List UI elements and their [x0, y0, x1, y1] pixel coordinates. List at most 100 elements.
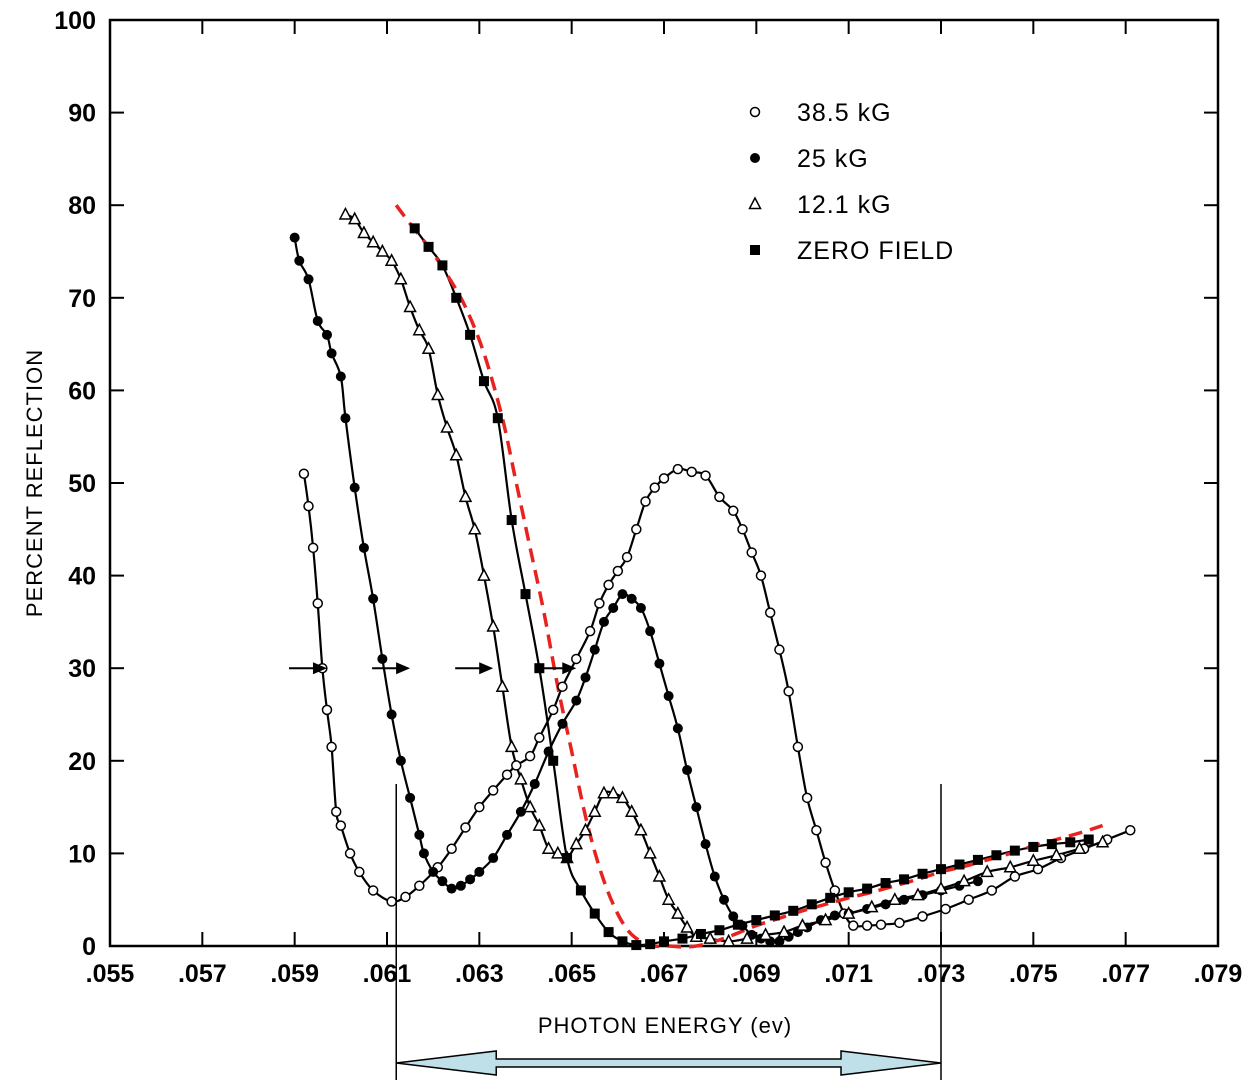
data-point-zero-field	[645, 939, 656, 950]
data-point-zero-field	[880, 878, 891, 889]
data-point-25-kg	[682, 765, 693, 776]
data-point-12-1-kg	[888, 892, 902, 905]
x-axis-label: PHOTON ENERGY (ev)	[538, 1013, 792, 1038]
data-point-12-1-kg	[375, 243, 390, 257]
data-point-12-1-kg	[865, 899, 879, 913]
axis-ticks: .055.057.059.061.063.065.067.069.071.073…	[54, 7, 1242, 988]
data-point-25-kg	[691, 802, 702, 813]
data-point-38-5-kg	[986, 885, 998, 896]
data-point-12-1-kg	[911, 887, 925, 901]
data-point-25-kg	[465, 874, 476, 885]
data-point-38-5-kg	[386, 896, 397, 907]
data-point-12-1-kg	[634, 822, 648, 836]
data-point-38-5-kg	[367, 885, 379, 896]
data-point-12-1-kg	[403, 299, 417, 313]
data-point-38-5-kg	[344, 848, 356, 859]
data-point-zero-field	[562, 853, 573, 864]
data-point-38-5-kg	[511, 760, 522, 771]
data-point-25-kg	[571, 695, 582, 706]
data-point-25-kg	[589, 644, 600, 655]
data-point-25-kg	[972, 876, 983, 887]
data-point-zero-field	[751, 915, 762, 926]
data-point-38-5-kg	[547, 704, 559, 716]
data-point-25-kg	[580, 672, 591, 683]
data-point-38-5-kg	[737, 524, 748, 535]
y-axis-label: PERCENT REFLECTION	[22, 349, 47, 617]
data-point-12-1-kg	[486, 618, 500, 632]
data-point-12-1-kg	[1072, 841, 1087, 855]
data-point-38-5-kg	[524, 750, 536, 762]
data-point-zero-field	[478, 376, 489, 387]
data-point-zero-field	[465, 329, 476, 340]
data-point-12-1-kg	[467, 521, 482, 535]
data-point-25-kg	[428, 866, 439, 877]
data-point-38-5-kg	[672, 463, 684, 475]
data-point-38-5-kg	[774, 644, 785, 655]
data-point-25-kg	[709, 871, 720, 882]
data-point-12-1-kg	[795, 918, 810, 931]
data-point-zero-field	[659, 936, 669, 947]
data-point-12-1-kg	[504, 739, 519, 753]
data-point-zero-field	[603, 927, 614, 938]
data-point-zero-field	[695, 928, 706, 939]
data-point-38-5-kg	[848, 920, 859, 931]
data-point-38-5-kg	[631, 524, 642, 535]
data-point-zero-field	[1009, 845, 1020, 856]
data-point-38-5-kg	[649, 482, 661, 493]
data-point-38-5-kg	[298, 468, 310, 479]
data-point-25-kg	[543, 746, 554, 757]
y-tick-label: 90	[68, 100, 96, 128]
data-point-12-1-kg	[532, 818, 547, 831]
data-point-38-5-kg	[326, 741, 337, 753]
data-point-12-1-kg	[440, 419, 454, 433]
data-point-38-5-kg	[1009, 871, 1021, 882]
data-point-zero-field	[506, 515, 517, 526]
legend-marker	[748, 196, 762, 210]
data-point-25-kg	[515, 806, 526, 817]
data-point-zero-field	[631, 940, 642, 951]
data-point-25-kg	[502, 829, 513, 840]
data-point-38-5-kg	[658, 473, 670, 484]
data-point-zero-field	[769, 910, 780, 921]
data-point-38-5-kg	[811, 825, 822, 836]
data-point-zero-field	[677, 933, 688, 944]
y-tick-label: 10	[68, 840, 96, 868]
data-point-25-kg	[728, 911, 739, 922]
y-tick-label: 30	[68, 655, 96, 683]
data-point-38-5-kg	[783, 686, 794, 697]
data-point-38-5-kg	[460, 822, 471, 833]
data-point-25-kg	[663, 690, 674, 701]
data-point-38-5-kg	[571, 653, 582, 665]
data-point-12-1-kg	[421, 341, 436, 354]
data-point-12-1-kg	[1095, 834, 1110, 848]
annotation-arrow-head	[562, 662, 577, 675]
x-tick-label: .069	[732, 960, 781, 988]
data-point-25-kg	[829, 910, 840, 921]
data-point-12-1-kg	[1026, 853, 1041, 867]
y-tick-label: 0	[82, 933, 96, 961]
y-tick-label: 50	[68, 470, 96, 498]
data-point-38-5-kg	[330, 806, 342, 817]
data-point-12-1-kg	[624, 804, 639, 817]
data-point-38-5-kg	[501, 769, 513, 780]
data-point-25-kg	[880, 899, 891, 910]
legend-marker	[750, 153, 760, 163]
x-tick-label: .067	[640, 960, 689, 988]
data-point-38-5-kg	[335, 820, 347, 831]
y-tick-label: 70	[68, 285, 96, 313]
data-point-12-1-kg	[449, 447, 463, 461]
range-double-arrow	[396, 1050, 942, 1076]
data-point-zero-field	[825, 892, 836, 903]
data-point-zero-field	[1028, 841, 1039, 852]
data-point-25-kg	[700, 839, 711, 850]
data-point-zero-field	[409, 223, 420, 234]
y-tick-label: 100	[54, 7, 96, 35]
data-point-38-5-kg	[312, 598, 323, 609]
x-tick-label: .059	[270, 960, 319, 988]
data-point-12-1-kg	[703, 930, 717, 944]
data-point-38-5-kg	[792, 741, 804, 753]
legend-marker	[749, 106, 761, 118]
legend-marker	[750, 245, 760, 255]
data-point-zero-field	[1065, 837, 1076, 848]
